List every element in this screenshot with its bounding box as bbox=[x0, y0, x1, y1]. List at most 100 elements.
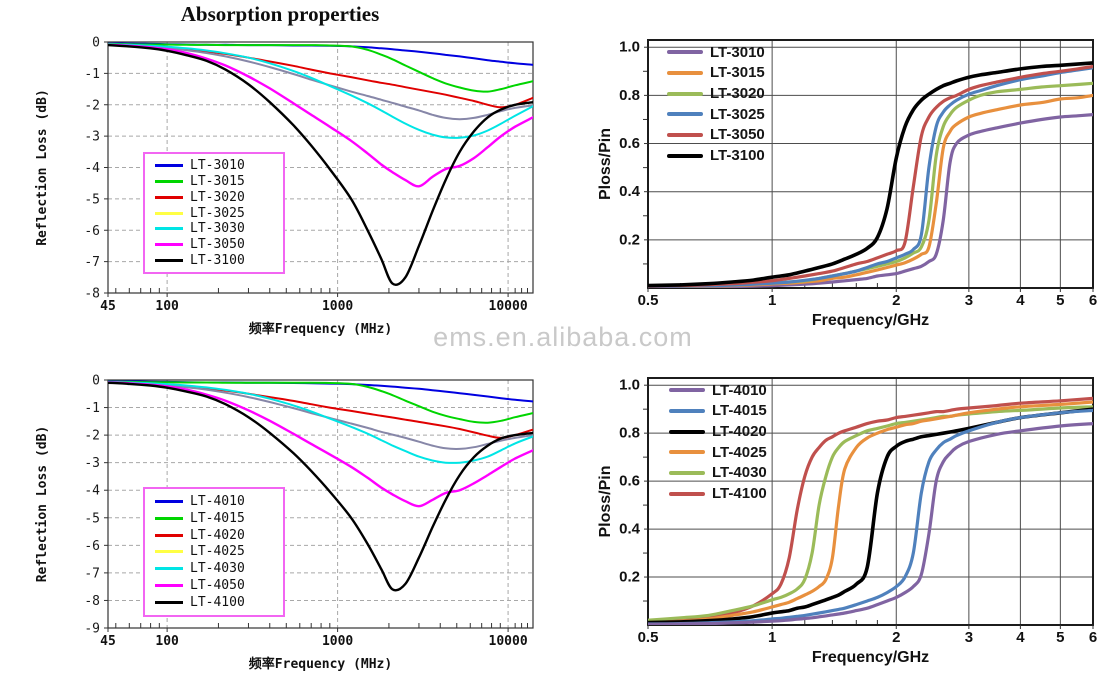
legend-lt3000-ploss: LT-3010 LT-3015 LT-3020 LT-3025 LT-3050 LT-31… bbox=[667, 42, 807, 166]
x-tick-label: 4 bbox=[1016, 292, 1025, 309]
page-title: Absorption properties bbox=[180, 2, 380, 26]
x-tick-label: 4 bbox=[1016, 629, 1025, 646]
legend-label: LT-3025 bbox=[710, 105, 765, 123]
x-axis-title: Frequency/GHz bbox=[812, 649, 929, 666]
legend-label: LT-3050 bbox=[190, 236, 245, 252]
series-line-LT-4020 bbox=[108, 381, 533, 439]
legend-item: LT-4100 bbox=[669, 484, 809, 504]
y-tick-label: 0.8 bbox=[619, 87, 640, 104]
x-tick-label: 100 bbox=[155, 634, 179, 649]
x-tick-label: 45 bbox=[100, 299, 116, 314]
series-line-LT-4015 bbox=[648, 408, 1093, 625]
legend-label: LT-4100 bbox=[190, 594, 245, 610]
y-tick-label: 1.0 bbox=[619, 39, 640, 56]
reflection-loss-lt4000-plot: 45 100 1000 10000 0 -1 -2 -3 -4 -5 -6 -7 -8 -9 频率Frequ… bbox=[35, 374, 534, 672]
legend-label: LT-4025 bbox=[712, 443, 767, 461]
y-tick-label: 0 bbox=[92, 36, 100, 51]
plot-border bbox=[647, 377, 1094, 626]
legend-item: LT-3020 bbox=[667, 84, 807, 104]
y-tick-label: -7 bbox=[84, 255, 100, 270]
y-tick-label: -1 bbox=[84, 401, 100, 416]
x-tick-label: 5 bbox=[1056, 629, 1064, 646]
series-line-LT-3020 bbox=[108, 43, 533, 109]
legend-swatch bbox=[155, 550, 183, 554]
y-tick-label: -8 bbox=[84, 287, 100, 302]
y-tick-label: -5 bbox=[84, 511, 100, 526]
legend-swatch bbox=[669, 470, 705, 475]
series-line-LT-4030 bbox=[108, 380, 533, 464]
y-tick-label: -3 bbox=[84, 456, 100, 471]
y-axis-title: Reflection Loss (dB) bbox=[35, 426, 50, 583]
series-line-LT-3010 bbox=[648, 113, 1093, 288]
y-tick-label: 0.2 bbox=[619, 569, 640, 586]
y-axis-title: Ploss/Pin bbox=[597, 465, 614, 537]
legend-swatch bbox=[669, 429, 705, 434]
legend-item: LT-3100 bbox=[155, 252, 273, 268]
legend-swatch bbox=[155, 180, 183, 184]
series-line-LT-4015 bbox=[108, 380, 533, 424]
x-tick-label: 1 bbox=[768, 629, 776, 646]
x-tick-label: 0.5 bbox=[638, 629, 659, 646]
legend-label: LT-4020 bbox=[190, 527, 245, 543]
legend-swatch bbox=[155, 584, 183, 588]
y-tick-label: -4 bbox=[84, 484, 100, 499]
series-line-LT-3025 bbox=[648, 66, 1093, 288]
y-tick-label: -2 bbox=[84, 429, 100, 444]
x-tick-label: 45 bbox=[100, 634, 116, 649]
legend-label: LT-3010 bbox=[710, 43, 765, 61]
legend-label: LT-3030 bbox=[190, 221, 245, 237]
legend-swatch bbox=[155, 516, 183, 520]
series-line-LT-3050 bbox=[648, 64, 1093, 288]
y-tick-label: 1.0 bbox=[619, 377, 640, 394]
legend-item: LT-4020 bbox=[669, 422, 809, 442]
legend-swatch bbox=[667, 50, 703, 55]
legend-label: LT-4030 bbox=[190, 561, 245, 577]
chart-reflection-loss-lt3000: 45 100 1000 10000 0 -1 -2 -3 -4 -5 -6 -7 -8 频率Frequen… bbox=[30, 30, 550, 342]
legend-swatch bbox=[667, 70, 703, 75]
legend-swatch bbox=[669, 450, 705, 455]
y-tick-label: -9 bbox=[84, 622, 100, 637]
legend-item: LT-3025 bbox=[155, 205, 273, 221]
legend-swatch bbox=[155, 164, 183, 168]
legend-item: LT-4025 bbox=[155, 544, 273, 560]
legend-label: LT-4010 bbox=[190, 493, 245, 509]
x-tick-label: 100 bbox=[155, 299, 179, 314]
x-tick-label: 3 bbox=[965, 629, 973, 646]
x-tick-label: 5 bbox=[1056, 292, 1064, 309]
ploss-lt3000-plot: 0.5 1 2 3 4 5 6 0.2 0.4 0.6 0.8 1.0 Frequency/GHz Plo… bbox=[597, 39, 1097, 329]
legend-label: LT-3100 bbox=[190, 252, 245, 268]
legend-label: LT-4010 bbox=[712, 381, 767, 399]
legend-lt3000-reflection: LT-3010 LT-3015 LT-3020 LT-3025 LT-3030 LT-30… bbox=[143, 152, 285, 274]
legend-item: LT-4010 bbox=[155, 493, 273, 509]
legend-item: LT-3025 bbox=[667, 104, 807, 124]
legend-item: LT-3050 bbox=[667, 125, 807, 145]
x-tick-label: 0.5 bbox=[638, 292, 659, 309]
y-tick-label: -6 bbox=[84, 224, 100, 239]
y-tick-label: 0.6 bbox=[619, 473, 640, 490]
legend-label: LT-3015 bbox=[710, 64, 765, 82]
series-line-LT-4100 bbox=[648, 396, 1093, 625]
legend-item: LT-3015 bbox=[155, 174, 273, 190]
y-axis-title: Ploss/Pin bbox=[597, 128, 614, 200]
legend-label: LT-3015 bbox=[190, 174, 245, 190]
y-tick-label: -6 bbox=[84, 539, 100, 554]
series-line-LT-3025 bbox=[108, 43, 533, 121]
watermark: ems.en.alibaba.com bbox=[433, 322, 693, 352]
legend-label: LT-4100 bbox=[712, 485, 767, 503]
legend-swatch bbox=[155, 211, 183, 215]
legend-swatch bbox=[155, 499, 183, 503]
legend-swatch bbox=[155, 195, 183, 199]
legend-lt4000-ploss: LT-4010 LT-4015 LT-4020 LT-4025 LT-4030 LT-41… bbox=[669, 380, 809, 504]
legend-item: LT-3050 bbox=[155, 237, 273, 253]
y-tick-label: 0.2 bbox=[619, 231, 640, 248]
x-tick-label: 6 bbox=[1089, 292, 1097, 309]
series-line-LT-4100 bbox=[108, 381, 533, 592]
legend-label: LT-3020 bbox=[190, 189, 245, 205]
legend-item: LT-4010 bbox=[669, 380, 809, 400]
y-tick-label: 0.6 bbox=[619, 135, 640, 152]
x-axis-title: 频率Frequency (MHz) bbox=[249, 656, 392, 672]
legend-item: LT-4015 bbox=[669, 401, 809, 421]
legend-label: LT-3025 bbox=[190, 205, 245, 221]
legend-item: LT-3030 bbox=[155, 221, 273, 237]
